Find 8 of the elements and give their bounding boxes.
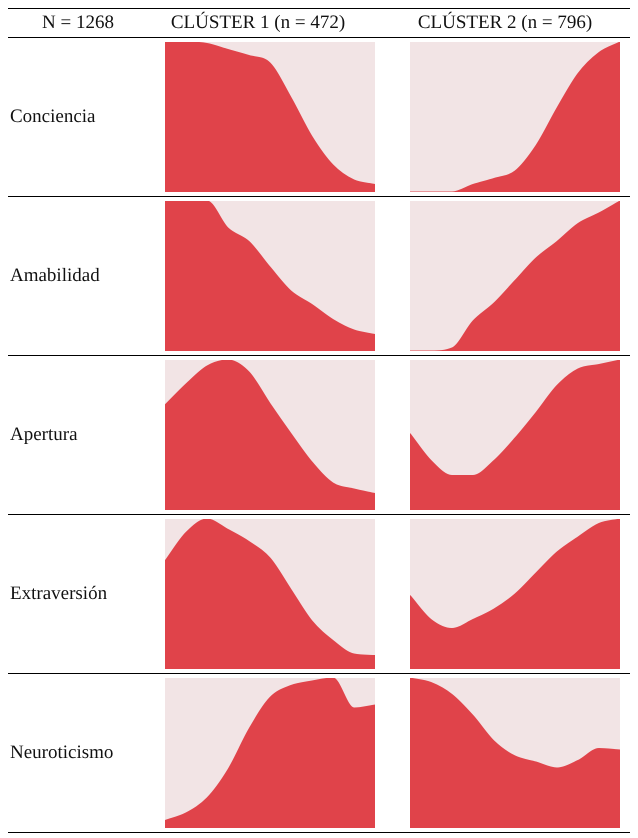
y-axis-title: Amabilidad [9,265,101,287]
chart-title: CLÚSTER 1 (n = 472) [170,12,346,34]
y-axis-title: Neuroticismo [9,742,114,764]
chart-title: CLÚSTER 2 (n = 796) [416,12,594,34]
y-axis-title: Conciencia [9,106,96,128]
y-axis-title: Extraversión [9,583,108,605]
y-axis-title: Apertura [9,424,79,446]
text: N = 1268 [41,12,115,34]
